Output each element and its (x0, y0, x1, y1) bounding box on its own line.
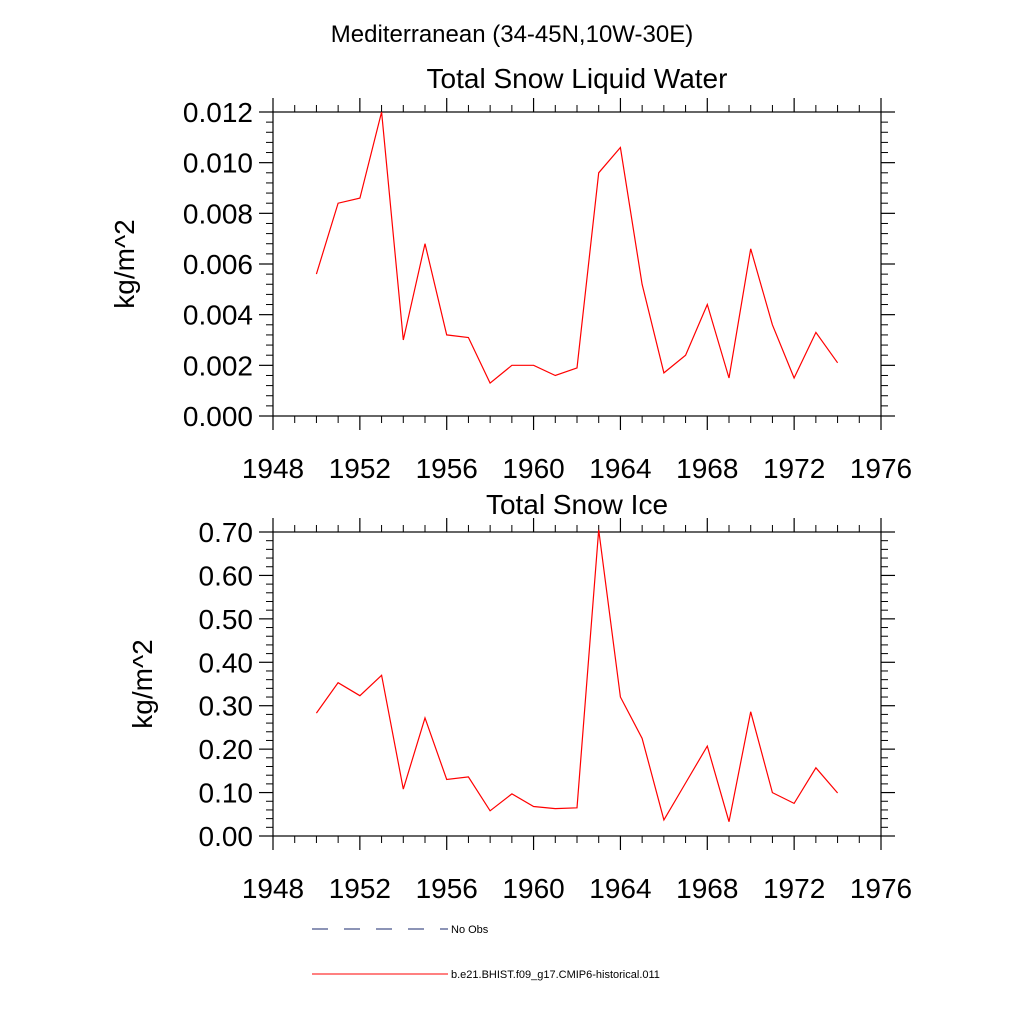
y-axis-label: kg/m^2 (127, 639, 158, 728)
y-tick-label: 0.60 (199, 560, 254, 591)
y-tick-label: 0.40 (199, 647, 254, 678)
legend-label-2: b.e21.BHIST.f09_g17.CMIP6-historical.011 (451, 969, 660, 981)
y-tick-label: 0.70 (199, 517, 254, 548)
y-tick-label: 0.00 (199, 821, 254, 852)
y-tick-label: 0.010 (183, 148, 253, 179)
series-line-1 (315, 529, 839, 822)
chart-title: Total Snow Liquid Water (427, 63, 728, 94)
x-tick-label: 1948 (242, 873, 304, 904)
chart-title: Total Snow Ice (486, 489, 668, 520)
chart-panel-1: Total Snow Liquid Water kg/m^2 1948 1952 195… (109, 63, 912, 484)
x-tick-label: 1972 (763, 873, 825, 904)
legend: No Obs b.e21.BHIST.f09_g17.CMIP6-historic… (312, 924, 660, 981)
y-tick-label: 0.008 (183, 198, 253, 229)
y-tick-label: 0.30 (199, 691, 254, 722)
x-tick-label: 1964 (589, 873, 651, 904)
y-tick-label: 0.012 (183, 97, 253, 128)
y-tick-label: 0.004 (183, 300, 253, 331)
x-tick-label: 1956 (416, 873, 478, 904)
chart-panel-2: Total Snow Ice kg/m^2 1948 1952 1956 1960 1964… (127, 489, 912, 904)
x-tick-label: 1956 (416, 453, 478, 484)
x-tick-label: 1960 (502, 873, 564, 904)
x-tick-label: 1960 (502, 453, 564, 484)
y-tick-label: 0.000 (183, 401, 253, 432)
legend-label-1: No Obs (451, 924, 489, 936)
plot-frame (272, 531, 882, 837)
plot-frame (272, 111, 882, 417)
series-line-1 (315, 111, 839, 385)
x-tick-label: 1948 (242, 453, 304, 484)
y-tick-label: 0.006 (183, 249, 253, 280)
x-tick-label: 1952 (329, 873, 391, 904)
y-tick-label: 0.002 (183, 350, 253, 381)
x-tick-label: 1976 (850, 453, 912, 484)
x-tick-label: 1968 (676, 873, 738, 904)
figure-suptitle: Mediterranean (34-45N,10W-30E) (331, 21, 693, 48)
x-tick-label: 1952 (329, 453, 391, 484)
x-tick-label: 1972 (763, 453, 825, 484)
x-tick-label: 1964 (589, 453, 651, 484)
y-tick-label: 0.10 (199, 778, 254, 809)
y-tick-label: 0.20 (199, 734, 254, 765)
x-tick-label: 1976 (850, 873, 912, 904)
y-axis-label: kg/m^2 (109, 219, 140, 308)
x-tick-label: 1968 (676, 453, 738, 484)
y-tick-label: 0.50 (199, 604, 254, 635)
